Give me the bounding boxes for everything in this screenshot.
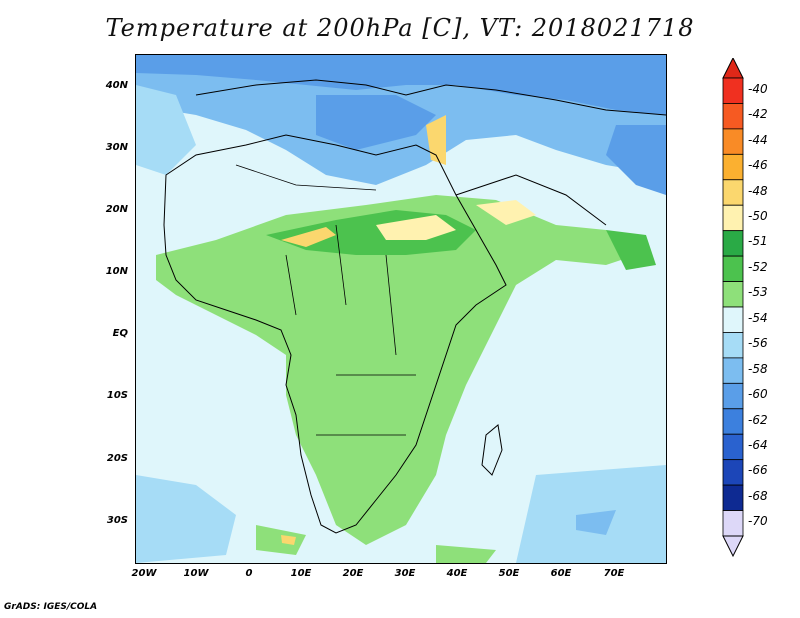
colorbar-swatch xyxy=(722,255,744,282)
colorbar-swatch xyxy=(722,332,744,359)
lat-tick: 10S xyxy=(106,390,128,401)
lat-tick: 20S xyxy=(106,453,128,464)
colorbar-swatch xyxy=(722,433,744,461)
colorbar-swatch xyxy=(722,459,744,486)
lat-tick: 30S xyxy=(106,515,128,526)
lon-tick: 20W xyxy=(131,568,157,579)
lon-tick: 70E xyxy=(603,568,625,579)
footer-credit: GrADS: IGES/COLA xyxy=(4,602,98,612)
colorbar-label: -68 xyxy=(748,488,768,503)
colorbar-label: -54 xyxy=(748,310,768,325)
colorbar-label: -51 xyxy=(748,234,768,249)
colorbar-label: -64 xyxy=(748,438,768,453)
colorbar-label: -70 xyxy=(748,514,768,529)
colorbar xyxy=(722,58,744,558)
colorbar-label: -62 xyxy=(748,412,768,427)
colorbar-swatch xyxy=(722,357,744,384)
colorbar-swatch xyxy=(722,484,744,511)
lat-tick: 20N xyxy=(105,204,128,215)
colorbar-swatch xyxy=(722,128,744,155)
colorbar-label: -40 xyxy=(748,81,768,96)
colorbar-swatch xyxy=(722,306,744,333)
colorbar-label: -66 xyxy=(748,463,768,478)
colorbar-swatch xyxy=(722,103,744,130)
colorbar-swatch xyxy=(722,281,744,308)
temperature-field xyxy=(136,55,666,563)
colorbar-label: -58 xyxy=(748,361,768,376)
lon-tick: 60E xyxy=(550,568,572,579)
map-title: Temperature at 200hPa [C], VT: 201802171… xyxy=(105,14,695,42)
lat-tick: 30N xyxy=(105,142,128,153)
lon-tick: 30E xyxy=(394,568,416,579)
colorbar-swatch xyxy=(722,153,744,181)
colorbar-bottom-arrow xyxy=(722,535,744,558)
colorbar-swatch xyxy=(722,77,744,104)
colorbar-swatch xyxy=(722,382,744,410)
lat-tick: 10N xyxy=(105,266,128,277)
colorbar-swatch xyxy=(722,204,744,232)
lat-tick: EQ xyxy=(112,328,128,339)
map-plot-area xyxy=(135,54,667,564)
colorbar-label: -52 xyxy=(748,259,768,274)
lon-tick: 10E xyxy=(290,568,312,579)
lon-tick: 40E xyxy=(446,568,468,579)
colorbar-swatch xyxy=(722,408,744,435)
colorbar-label: -50 xyxy=(748,209,768,224)
colorbar-label: -60 xyxy=(748,387,768,402)
colorbar-swatch xyxy=(722,510,744,537)
colorbar-label: -56 xyxy=(748,336,768,351)
colorbar-label: -46 xyxy=(748,158,768,173)
colorbar-top-arrow xyxy=(722,58,744,79)
colorbar-label: -48 xyxy=(748,183,768,198)
lon-tick: 0 xyxy=(245,568,253,579)
lon-tick: 50E xyxy=(498,568,520,579)
lon-tick: 10W xyxy=(183,568,209,579)
lat-tick: 40N xyxy=(105,80,128,91)
lon-tick: 20E xyxy=(342,568,364,579)
colorbar-label: -44 xyxy=(748,132,768,147)
colorbar-swatch xyxy=(722,179,744,206)
colorbar-swatch xyxy=(722,230,744,257)
colorbar-label: -42 xyxy=(748,107,768,122)
colorbar-label: -53 xyxy=(748,285,768,300)
